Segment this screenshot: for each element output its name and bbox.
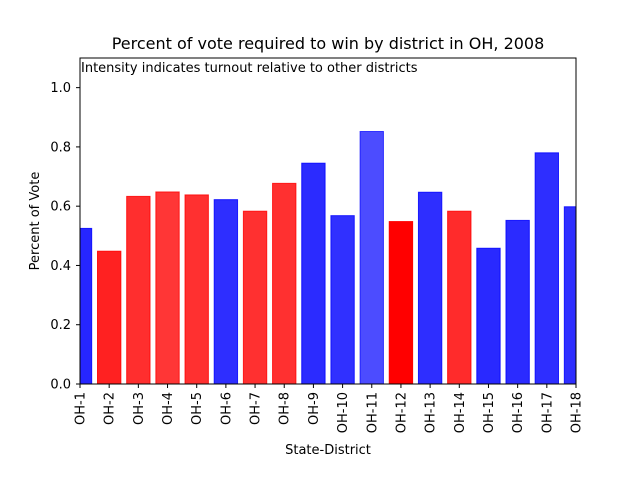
x-tick-label: OH-4 [161,392,176,425]
x-axis: OH-1 OH-2 OH-3 OH-4 OH-5 OH-6 OH-7 OH-8 OH-9 OH-1… [74,384,585,433]
y-tick-label: 0.6 [50,200,71,215]
bar-oh-14 [447,210,472,384]
y-tick-label: 0.4 [50,259,71,274]
bar-oh-4 [155,191,180,384]
bar-oh-9 [301,162,326,384]
x-tick-label: OH-8 [278,392,293,425]
y-tick-label: 0.2 [50,318,71,333]
x-tick-label: OH-1 [74,392,89,425]
bar-oh-13 [417,191,443,384]
x-tick-label: OH-7 [249,392,264,425]
bar-oh-16 [505,219,530,384]
x-tick-label: OH-16 [511,392,526,433]
y-tick-label: 0.8 [50,140,71,155]
x-tick-label: OH-12 [394,392,409,433]
x-tick-label: OH-9 [307,392,322,425]
x-tick-label: OH-6 [219,392,234,425]
x-axis-label: State-District [285,443,371,458]
chart-annotation: Intensity indicates turnout relative to … [81,61,418,76]
y-tick-label: 1.0 [50,81,71,96]
x-tick-label: OH-3 [132,392,147,425]
x-tick-label: OH-14 [453,392,468,433]
bar-oh-6 [213,199,239,384]
bar-oh-3 [126,195,151,384]
x-tick-label: OH-15 [482,392,497,433]
x-tick-label: OH-10 [336,392,351,433]
bar-oh-15 [476,247,501,384]
bar-oh-17 [534,152,559,384]
x-tick-label: OH-2 [103,392,118,425]
chart-title: Percent of vote required to win by distr… [112,34,545,53]
bar-oh-2 [97,250,122,384]
y-axis: 0.0 0.2 0.4 0.6 0.8 1.0 [50,81,80,393]
x-tick-label: OH-5 [190,392,205,425]
x-tick-label: OH-17 [540,392,555,433]
plot-frame [79,57,577,385]
x-tick-label: OH-11 [365,392,380,433]
y-tick-label: 0.0 [50,378,71,393]
bars-group [80,130,576,384]
bar-oh-11 [359,130,384,384]
bar-oh-5 [184,194,209,384]
bar-oh-12 [388,221,414,384]
bar-oh-7 [242,210,268,384]
x-tick-label: OH-18 [570,392,585,433]
x-tick-label: OH-13 [424,392,439,433]
bar-oh-10 [330,215,355,384]
bar-oh-8 [272,182,297,384]
y-axis-label: Percent of Vote [28,172,43,271]
